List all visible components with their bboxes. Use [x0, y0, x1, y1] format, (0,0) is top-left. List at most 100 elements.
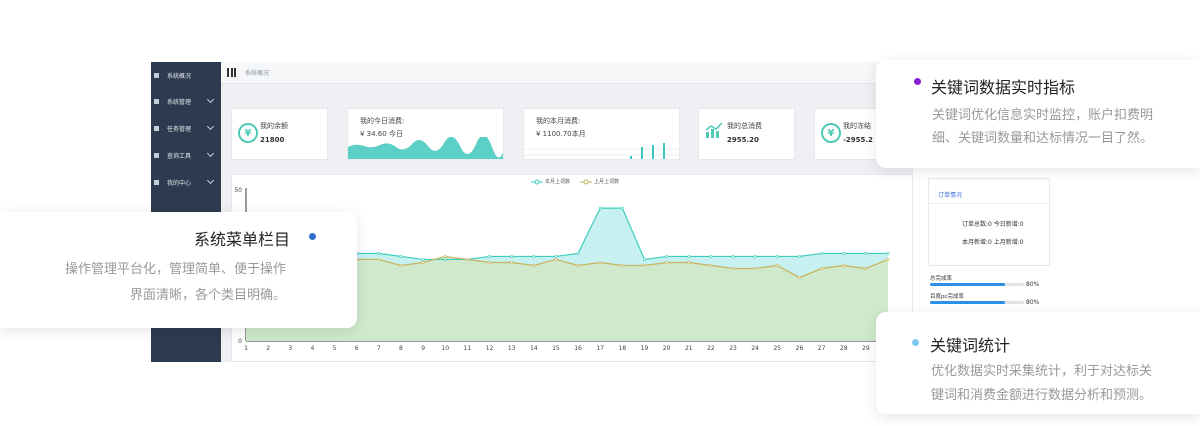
data-point	[731, 254, 735, 258]
callout-desc: 操作管理平台化，管理简单、便于操作	[64, 262, 286, 277]
data-point	[687, 260, 691, 264]
card-value: ¥ 34.60 今日	[360, 130, 403, 138]
x-tick-label: 29	[862, 345, 870, 352]
data-point	[377, 251, 381, 255]
stats-callout: 关键词统计 优化数据实时采集统计，利于对达标关 键词和消费金额进行数据分析和预测…	[876, 312, 1200, 414]
divider	[929, 203, 1051, 204]
callout-title: 关键词数据实时指标	[931, 78, 1076, 97]
progress-percent: 80%	[1026, 281, 1040, 288]
data-point	[820, 251, 824, 255]
sidebar-item-query[interactable]: 查询工具	[151, 145, 221, 165]
x-tick-label: 9	[421, 345, 425, 352]
data-point	[510, 260, 514, 264]
x-tick-label: 17	[596, 345, 604, 352]
square-icon	[154, 98, 159, 104]
y-tick-label: 0	[238, 338, 242, 345]
progress-fill	[930, 283, 1006, 286]
menu-callout: 系统菜单栏目 操作管理平台化，管理简单、便于操作 界面清晰，各个类目明确。	[0, 212, 357, 328]
data-point	[864, 267, 868, 271]
data-point	[709, 254, 713, 258]
legend-item-last-month[interactable]: 上月上词数	[580, 178, 619, 185]
sidebar-item-tasks[interactable]: 任务管理	[151, 118, 221, 138]
callout-desc: 键词和消费金额进行数据分析和预测。	[931, 388, 1153, 403]
legend-swatch	[531, 179, 543, 185]
x-tick-label: 21	[685, 345, 693, 352]
data-point	[488, 260, 492, 264]
callout-desc: 界面清晰，各个类目明确。	[129, 288, 286, 303]
order-panel-title: 订单情况	[938, 192, 963, 199]
x-tick-label: 4	[310, 345, 314, 352]
x-tick-label: 25	[773, 345, 781, 352]
bullet-dot-icon	[912, 339, 919, 346]
data-point	[886, 257, 890, 261]
callout-desc: 优化数据实时采集统计，利于对达标关	[931, 364, 1153, 379]
chevron-down-icon	[206, 176, 215, 185]
legend-swatch	[580, 179, 593, 185]
progress-label: 百度pc完成率	[930, 294, 965, 300]
sidebar-item-my-center[interactable]: 我的中心	[151, 172, 221, 192]
x-tick-label: 6	[355, 345, 359, 352]
progress-bar	[930, 301, 1024, 304]
x-tick-label: 23	[729, 345, 737, 352]
data-point	[576, 264, 580, 268]
progress-fill	[930, 301, 1006, 304]
x-tick-label: 22	[707, 345, 715, 352]
dashboard-screenshot: 系统概况 系统管理 任务管理 查询工具 我的中心 系统概况 ¥ 我的余额	[151, 62, 913, 362]
sidebar-item-label: 任务管理	[167, 125, 192, 133]
sidebar-item-system[interactable]: 系统管理	[151, 91, 221, 111]
order-stats-row: 本月新增:0 上月新增:0	[962, 239, 1024, 246]
data-point	[620, 264, 624, 268]
sidebar-item-label: 系统概况	[167, 72, 192, 80]
x-tick-label: 27	[818, 345, 826, 352]
square-icon	[154, 72, 159, 78]
x-tick-label: 12	[486, 345, 494, 352]
x-tick-label: 28	[840, 345, 848, 352]
card-label: 我的冻结	[843, 122, 871, 130]
data-point	[421, 257, 425, 261]
x-tick-label: 3	[288, 345, 292, 352]
data-point	[864, 251, 868, 255]
order-stats-row: 订单总数:0 今日新增:0	[962, 221, 1024, 228]
card-value: 2955.20	[727, 136, 759, 144]
x-tick-label: 16	[574, 345, 582, 352]
x-tick-label: 7	[377, 345, 381, 352]
card-value: 21800	[260, 136, 285, 144]
square-icon	[154, 125, 159, 131]
breadcrumb: 系统概况	[245, 70, 270, 77]
callout-title: 系统菜单栏目	[193, 230, 290, 249]
data-point	[687, 254, 691, 258]
data-point	[753, 254, 757, 258]
square-icon	[154, 179, 159, 185]
bullet-dot-icon	[309, 233, 316, 240]
data-point	[554, 254, 558, 258]
progress-percent: 80%	[1026, 299, 1040, 306]
square-icon	[154, 152, 159, 158]
data-point	[377, 257, 381, 261]
card-label: 我的余额	[260, 122, 288, 130]
x-tick-label: 18	[619, 345, 627, 352]
data-point	[598, 260, 602, 264]
yen-coin-icon: ¥	[821, 123, 841, 143]
chart-legend: 本月上词数 上月上词数	[531, 178, 619, 185]
menu-toggle-icon[interactable]	[227, 68, 236, 77]
data-point	[510, 254, 514, 258]
data-point	[842, 264, 846, 268]
data-point	[532, 264, 536, 268]
data-point	[443, 254, 447, 258]
x-tick-label: 20	[663, 345, 671, 352]
data-point	[443, 257, 447, 261]
bullet-dot-icon	[914, 78, 921, 85]
trend-chart-icon	[705, 122, 723, 138]
legend-label: 上月上词数	[594, 179, 620, 185]
data-point	[399, 264, 403, 268]
legend-item-this-month[interactable]: 本月上词数	[531, 178, 570, 185]
series-area-2	[246, 256, 888, 341]
data-point	[488, 254, 492, 258]
progress-bar	[930, 283, 1024, 286]
data-point	[797, 276, 801, 280]
sidebar-item-label: 查询工具	[167, 152, 192, 160]
sidebar-item-overview[interactable]: 系统概况	[151, 65, 221, 85]
data-point	[532, 254, 536, 258]
x-tick-label: 10	[441, 345, 449, 352]
callout-title: 关键词统计	[930, 336, 1011, 355]
